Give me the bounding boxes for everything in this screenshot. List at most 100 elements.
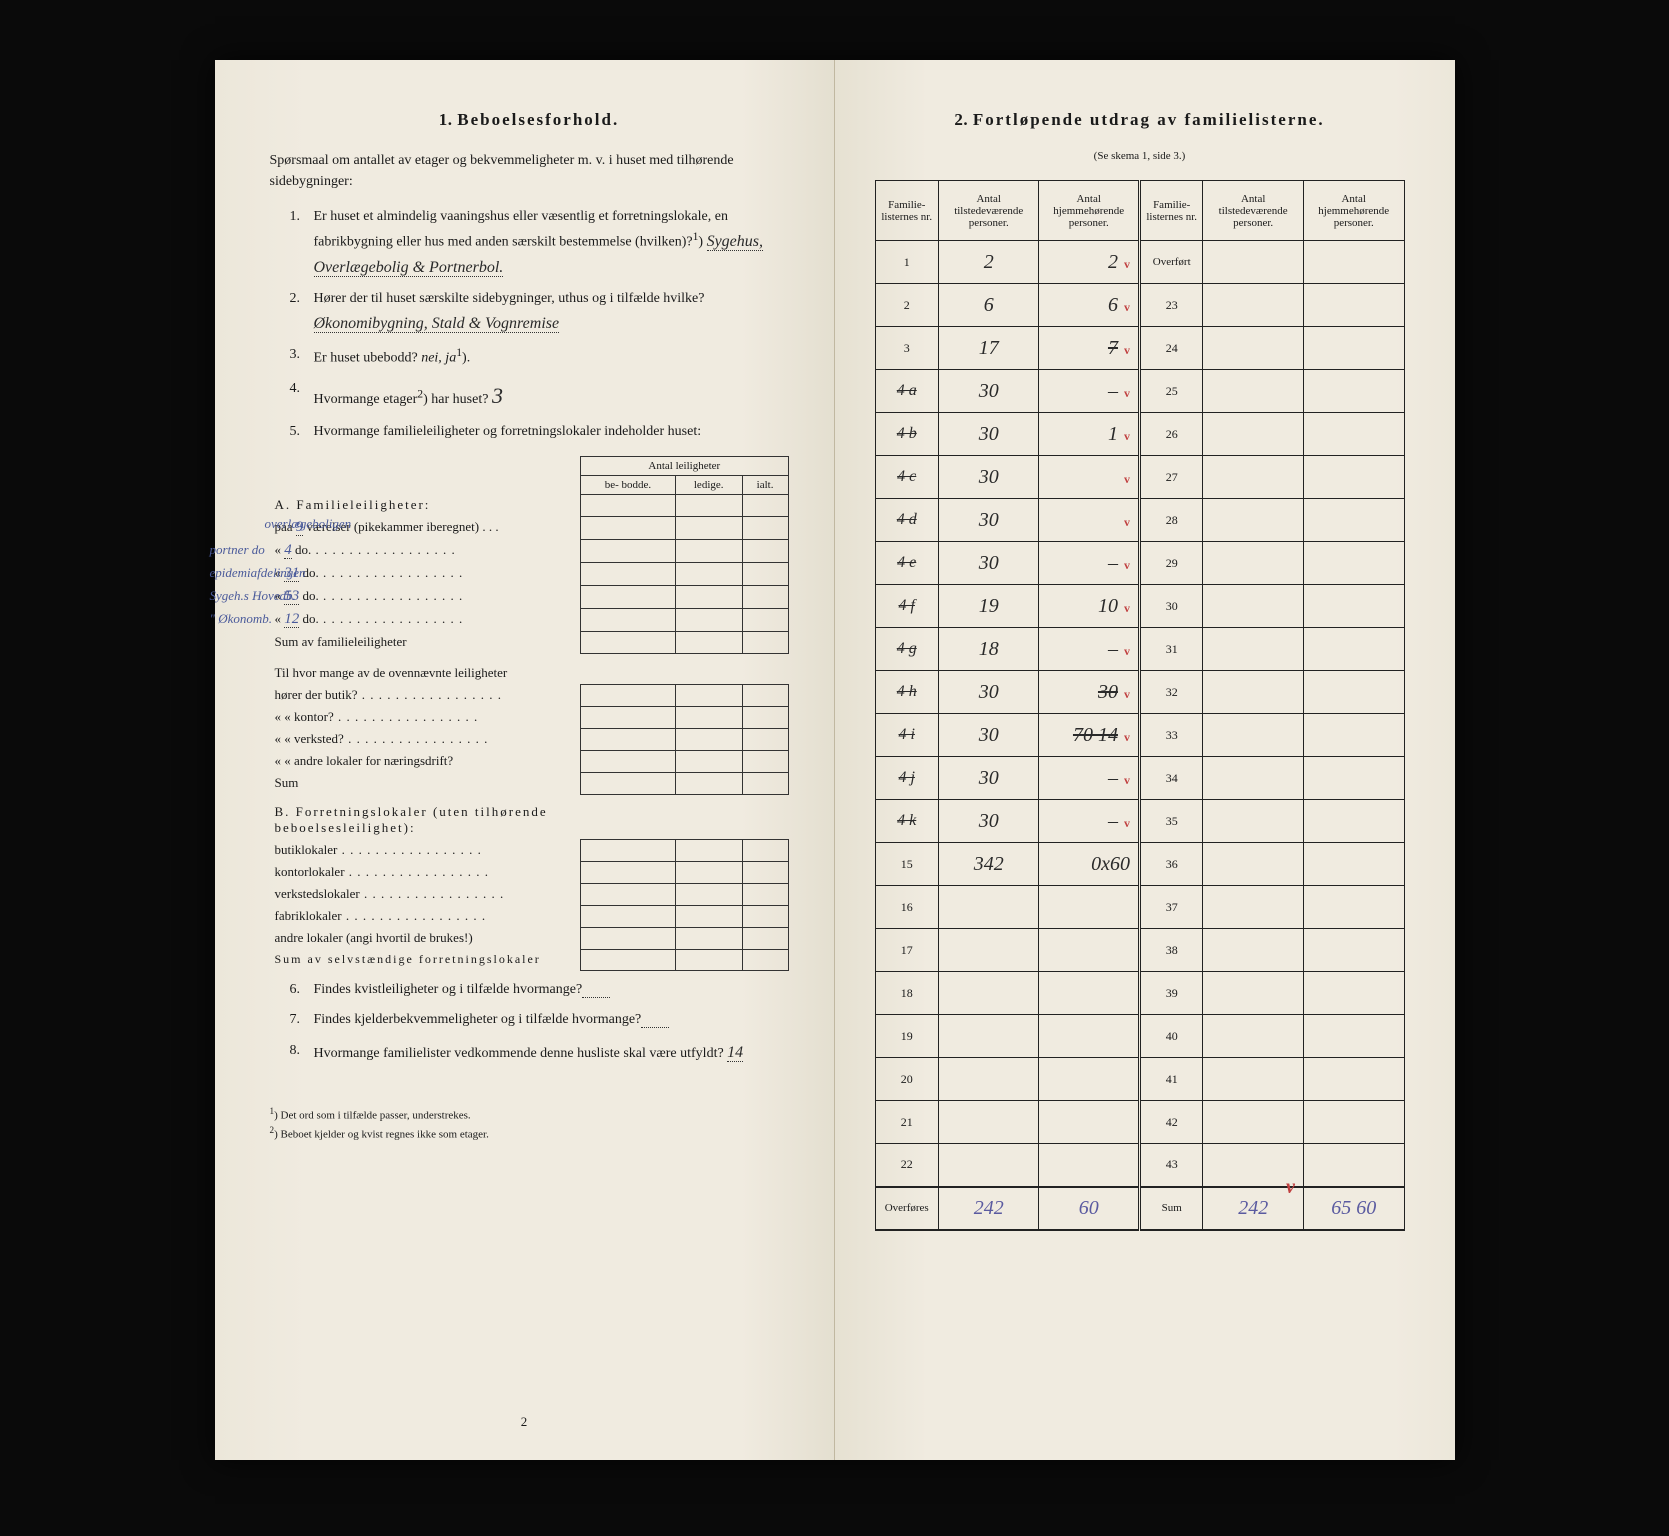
q4-text: Hvormange etager <box>314 392 418 407</box>
row-nr: 15 <box>875 843 938 886</box>
q5-text: Hvormange familieleiligheter og forretni… <box>314 424 702 439</box>
margin-note-0: overlægeboligen <box>265 516 352 532</box>
row-nr: 21 <box>875 1101 938 1144</box>
q7-num: 7. <box>290 1009 301 1031</box>
row-hjem-2 <box>1303 585 1404 628</box>
row-hjem: –v <box>1039 757 1140 800</box>
row-nr-2: 29 <box>1139 542 1202 585</box>
row-hjem <box>1039 929 1140 972</box>
question-5: 5. Hvormange familieleiligheter og forre… <box>290 421 789 443</box>
row-hjem-2 <box>1303 929 1404 972</box>
sub-3: « « andre lokaler for næringsdrift? <box>270 750 581 772</box>
biz-3: fabriklokaler <box>270 905 581 927</box>
row-hjem-2 <box>1303 757 1404 800</box>
question-list-bottom: 6. Findes kvistleiligheter og i tilfælde… <box>290 979 789 1065</box>
question-2: 2. Hører der til huset særskilte sidebyg… <box>290 288 789 336</box>
th-nr-2: Familie- listernes nr. <box>1139 181 1202 241</box>
row-nr-2: 24 <box>1139 327 1202 370</box>
row-hjem-2 <box>1303 1015 1404 1058</box>
row-tilst-2 <box>1203 370 1304 413</box>
biz-sum-row: Sum av selvstændige forretningslokaler <box>270 949 789 970</box>
row-tilst-2 <box>1203 886 1304 929</box>
row-nr: 18 <box>875 972 938 1015</box>
row-tilst <box>938 1144 1039 1187</box>
q3-num: 3. <box>290 344 301 366</box>
intro-text: Spørsmaal om antallet av etager og bekve… <box>270 150 789 192</box>
row-hjem: 2v <box>1039 241 1140 284</box>
overfores-hjem: 60 <box>1039 1187 1140 1230</box>
footnote-2: 2) Beboet kjelder og kvist regnes ikke s… <box>270 1124 789 1143</box>
row-hjem: 6v <box>1039 284 1140 327</box>
fn1-text: Det ord som i tilfælde passer, understre… <box>281 1110 471 1122</box>
th-ialt: ialt. <box>742 475 788 494</box>
row-hjem-2 <box>1303 628 1404 671</box>
row-nr: 4 a <box>875 370 938 413</box>
th-hjem-1: Antal hjemmehørende personer. <box>1039 181 1140 241</box>
sub-row-2: « « verksted? <box>270 728 789 750</box>
row-tilst: 30 <box>938 413 1039 456</box>
fam-row-3: Sygeh.s Hovedb. « 53 do. <box>270 585 789 608</box>
section-1-label: Beboelsesforhold. <box>457 110 619 129</box>
th-bebodde: be- bodde. <box>581 475 676 494</box>
row-hjem: v <box>1039 499 1140 542</box>
table-row: 153420x6036 <box>875 843 1404 886</box>
q4-num: 4. <box>290 378 301 400</box>
th-nr-1: Familie- listernes nr. <box>875 181 938 241</box>
q6-num: 6. <box>290 979 301 1001</box>
row-nr-2: 25 <box>1139 370 1202 413</box>
table-row: 1839 <box>875 972 1404 1015</box>
row-hjem-2 <box>1303 1144 1404 1187</box>
row-nr-2: 33 <box>1139 714 1202 757</box>
section-2-title: 2. Fortløpende utdrag av familielisterne… <box>875 110 1405 130</box>
row-nr-2: 28 <box>1139 499 1202 542</box>
row-nr: 2 <box>875 284 938 327</box>
fam-suffix-4: do. <box>303 611 464 626</box>
row-hjem-2 <box>1303 241 1404 284</box>
fam-row-2: epidemiafdelingen « 31 do. <box>270 562 789 585</box>
q5-num: 5. <box>290 421 301 443</box>
row-nr: 4 i <box>875 714 938 757</box>
row-hjem: –v <box>1039 370 1140 413</box>
row-hjem <box>1039 1058 1140 1101</box>
fam-row-1: portner do « 4 do. <box>270 539 789 562</box>
row-nr: 4 g <box>875 628 938 671</box>
table-row: 3177v24 <box>875 327 1404 370</box>
section-a-title: A. Familieleiligheter: <box>270 494 581 516</box>
row-tilst: 30 <box>938 542 1039 585</box>
q6-text: Findes kvistleiligheter og i tilfælde hv… <box>314 982 583 997</box>
section-b-title: B. Forretningslokaler (uten tilhørende b… <box>275 804 548 835</box>
row-hjem-2 <box>1303 1058 1404 1101</box>
sub-row-0: hører der butik? <box>270 684 789 706</box>
q1-text: Er huset et almindelig vaaningshus eller… <box>314 209 728 250</box>
biz-0: butiklokaler <box>270 839 581 861</box>
book-spread: 1. Beboelsesforhold. Spørsmaal om antall… <box>215 60 1455 1460</box>
sum-row: Overføres 242 60 Sum 242 v 65 60 <box>875 1187 1404 1230</box>
biz-row-2: verkstedslokaler <box>270 883 789 905</box>
table-subheader-row: be- bodde. ledige. ialt. <box>270 475 789 494</box>
biz-1: kontorlokaler <box>270 861 581 883</box>
row-tilst-2 <box>1203 714 1304 757</box>
row-hjem-2 <box>1303 370 1404 413</box>
th-group: Antal leiligheter <box>581 456 788 475</box>
row-hjem-2 <box>1303 886 1404 929</box>
row-nr: 4 e <box>875 542 938 585</box>
row-tilst: 30 <box>938 456 1039 499</box>
question-7: 7. Findes kjelderbekvemmeligheter og i t… <box>290 1009 789 1031</box>
row-nr-2: 40 <box>1139 1015 1202 1058</box>
table-header-row: Antal leiligheter <box>270 456 789 475</box>
table-row: 4 g18–v31 <box>875 628 1404 671</box>
question-6: 6. Findes kvistleiligheter og i tilfælde… <box>290 979 789 1001</box>
table-row: 4 e30–v29 <box>875 542 1404 585</box>
row-hjem-2 <box>1303 542 1404 585</box>
section-2-subtitle: (Se skema 1, side 3.) <box>875 150 1405 162</box>
table-row: 1637 <box>875 886 1404 929</box>
table-row: 4 c30v27 <box>875 456 1404 499</box>
q2-answer: Økonomibygning, Stald & Vognremise <box>314 315 560 333</box>
leiligheter-table: Antal leiligheter be- bodde. ledige. ial… <box>270 456 789 971</box>
row-tilst-2 <box>1203 585 1304 628</box>
sub-2: « « verksted? <box>270 728 581 750</box>
row-hjem: 30v <box>1039 671 1140 714</box>
footnote-1: 1) Det ord som i tilfælde passer, unders… <box>270 1105 789 1124</box>
section-1-title: 1. Beboelsesforhold. <box>270 110 789 130</box>
table-row: 1738 <box>875 929 1404 972</box>
